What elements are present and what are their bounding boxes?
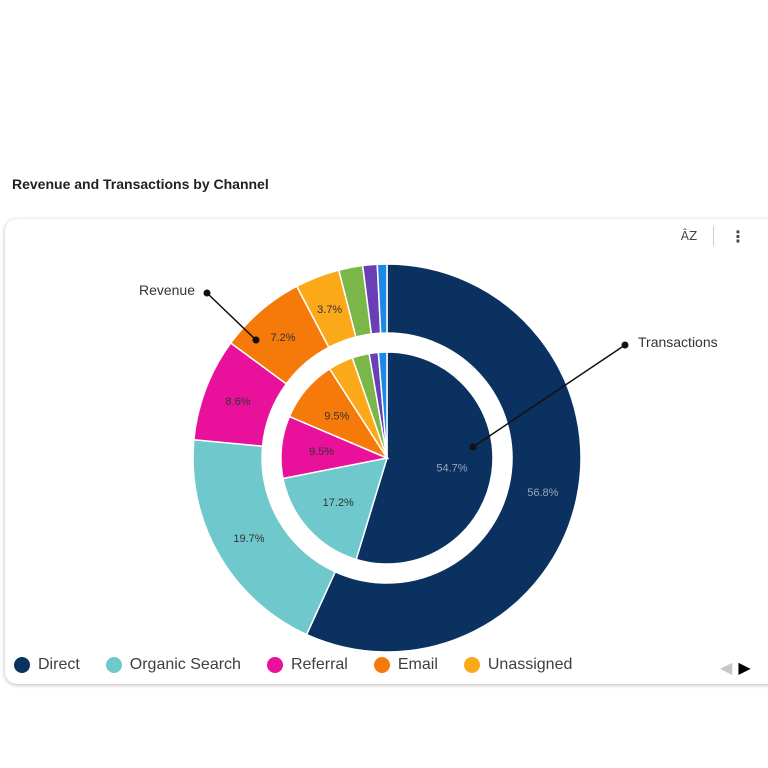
- legend-swatch: [266, 657, 283, 673]
- transactions-slice-direct[interactable]: [355, 351, 494, 565]
- legend-item-referral[interactable]: Referral: [266, 656, 348, 674]
- revenue-label-unassigned: 3.7%: [317, 304, 342, 316]
- more-vert-icon[interactable]: ⋮: [730, 226, 746, 246]
- legend-item-direct[interactable]: Direct: [14, 656, 80, 674]
- revenue-label-direct: 56.8%: [527, 487, 558, 499]
- transactions-callout-label: Transactions: [638, 334, 718, 350]
- revenue-callout-dot: [252, 336, 260, 344]
- revenue-callout-dot: [203, 289, 211, 297]
- legend-label: Unassigned: [487, 656, 573, 673]
- legend-prev-icon[interactable]: ◀: [720, 658, 733, 677]
- legend-swatch: [105, 657, 122, 673]
- revenue-label-email: 7.2%: [270, 332, 295, 344]
- transactions-label-direct: 54.7%: [436, 463, 467, 475]
- legend-label: Organic Search: [129, 656, 241, 673]
- transactions-slice-other-3[interactable]: [377, 351, 388, 459]
- sort-az-icon[interactable]: ÂZ: [680, 229, 698, 243]
- chart-legend: Direct Organic Search Referral Email Una…: [14, 656, 598, 674]
- revenue-label-referral: 8.6%: [225, 396, 250, 408]
- legend-swatch: [14, 657, 30, 673]
- legend-item-organic-search[interactable]: Organic Search: [105, 656, 241, 674]
- transactions-label-email: 9.5%: [324, 411, 349, 423]
- legend-label: Referral: [290, 656, 348, 673]
- transactions-label-referral: 9.5%: [309, 446, 334, 458]
- revenue-callout-line: [206, 292, 257, 341]
- transactions-callout-dot: [469, 443, 477, 451]
- transactions-slice-organic-search[interactable]: [282, 457, 389, 561]
- transactions-callout-line: [472, 344, 626, 448]
- legend-swatch: [373, 657, 390, 673]
- legend-item-email[interactable]: Email: [373, 656, 438, 674]
- legend-swatch: [463, 657, 480, 673]
- transactions-callout-dot: [621, 341, 629, 349]
- legend-label: Email: [397, 656, 438, 673]
- transactions-label-organic-search: 17.2%: [323, 497, 354, 509]
- legend-next-icon[interactable]: ▶: [738, 658, 751, 677]
- revenue-label-organic-search: 19.7%: [233, 533, 264, 545]
- revenue-slice-direct[interactable]: [305, 263, 582, 653]
- revenue-slice-other-3[interactable]: [376, 263, 388, 334]
- revenue-callout-label: Revenue: [139, 282, 195, 298]
- legend-label: Direct: [38, 656, 80, 673]
- chart-toolbar: ÂZ ⋮: [679, 226, 748, 246]
- toolbar-divider: [713, 226, 714, 246]
- chart-title: Revenue and Transactions by Channel: [12, 176, 269, 192]
- legend-pager: ◀ ▶: [720, 658, 751, 677]
- legend-item-unassigned[interactable]: Unassigned: [463, 656, 573, 674]
